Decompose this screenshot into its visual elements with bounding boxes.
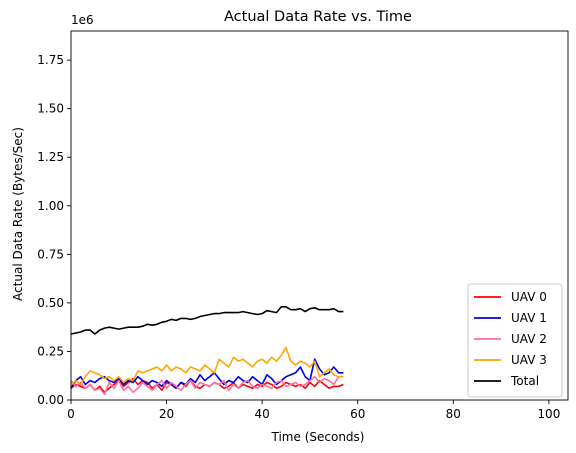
y-tick-label: 1.00 (37, 199, 64, 213)
y-axis-label: Actual Data Rate (Bytes/Sec) (11, 127, 25, 301)
y-offset-label: 1e6 (71, 13, 94, 27)
y-tick-label: 0.25 (37, 344, 64, 358)
legend-label: UAV 1 (511, 311, 547, 325)
x-tick-label: 20 (159, 407, 174, 421)
y-tick-label: 0.50 (37, 296, 64, 310)
legend-label: UAV 0 (511, 290, 547, 304)
x-tick-label: 0 (67, 407, 75, 421)
series-line-2 (70, 375, 344, 396)
y-tick-label: 1.75 (37, 53, 64, 67)
series-line-1 (70, 358, 344, 390)
series-line-3 (70, 346, 344, 386)
legend-label: UAV 3 (511, 353, 547, 367)
x-tick-label: 40 (255, 407, 270, 421)
legend-box (467, 283, 563, 398)
x-tick-label: 100 (537, 407, 560, 421)
legend-label: UAV 2 (511, 332, 547, 346)
x-axis-label: Time (Seconds) (271, 430, 365, 444)
series-line-4 (70, 305, 344, 335)
legend-label: Total (510, 374, 539, 388)
y-tick-label: 0.75 (37, 247, 64, 261)
y-tick-label: 1.50 (37, 102, 64, 116)
y-tick-label: 0.00 (37, 393, 64, 407)
x-tick-label: 80 (446, 407, 461, 421)
legend: UAV 0 UAV 1 UAV 2 UAV 3 Total (467, 283, 563, 398)
x-tick-label: 60 (350, 407, 365, 421)
y-tick-label: 1.25 (37, 150, 64, 164)
chart-title: Actual Data Rate vs. Time (224, 9, 412, 25)
plot-frame (70, 30, 569, 401)
